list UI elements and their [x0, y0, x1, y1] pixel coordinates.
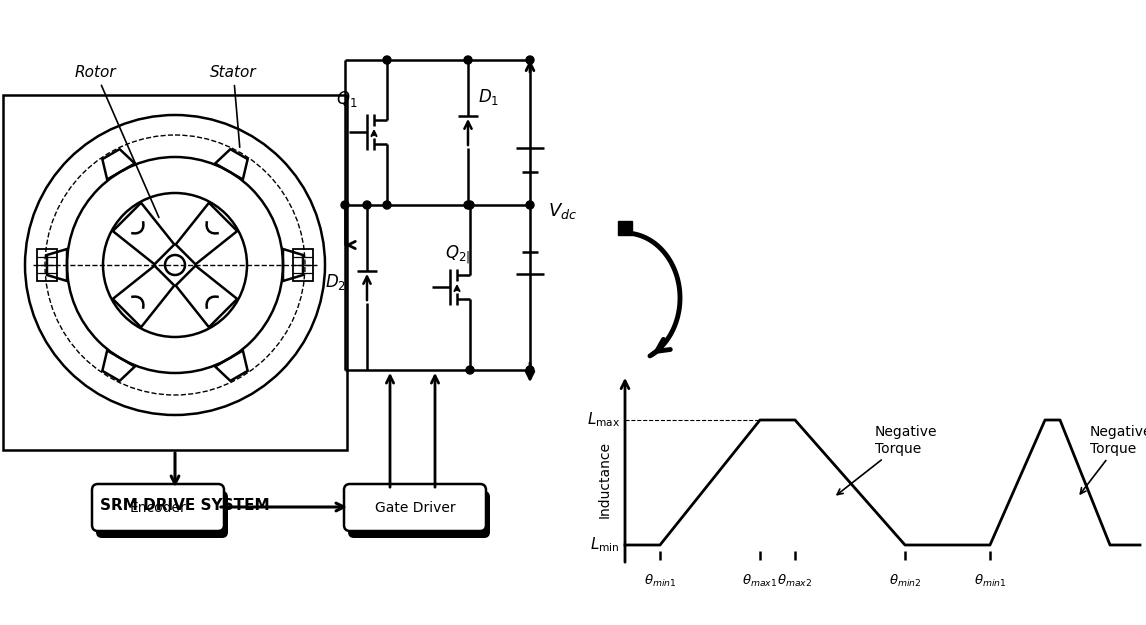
Text: $\theta_{min2}$: $\theta_{min2}$: [889, 573, 921, 589]
Text: $\theta_{max1}$: $\theta_{max1}$: [743, 573, 778, 589]
Text: $\theta_{min1}$: $\theta_{min1}$: [974, 573, 1006, 589]
Circle shape: [466, 201, 474, 209]
Text: $L_{\rm max}$: $L_{\rm max}$: [587, 411, 620, 429]
FancyBboxPatch shape: [348, 491, 490, 538]
Text: Negative
Torque: Negative Torque: [1081, 425, 1146, 494]
Text: Gate Driver: Gate Driver: [375, 501, 455, 514]
Circle shape: [342, 201, 350, 209]
Text: $D_1$: $D_1$: [478, 87, 500, 107]
Text: $D_2$: $D_2$: [325, 272, 346, 292]
Bar: [3, 95, 347, 450]
Text: $Q_1$: $Q_1$: [336, 89, 358, 109]
Circle shape: [363, 201, 371, 209]
Text: Rotor: Rotor: [74, 65, 159, 218]
Text: $\theta_{max2}$: $\theta_{max2}$: [777, 573, 813, 589]
Text: $L_{\rm min}$: $L_{\rm min}$: [590, 536, 620, 554]
Circle shape: [383, 201, 391, 209]
Circle shape: [526, 201, 534, 209]
Text: $Q_{2|}$: $Q_{2|}$: [445, 244, 470, 266]
Bar: [293, 249, 313, 281]
Polygon shape: [795, 420, 905, 545]
Circle shape: [464, 201, 472, 209]
Circle shape: [526, 56, 534, 64]
Circle shape: [464, 56, 472, 64]
Text: SRM DRIVE SYSTEM: SRM DRIVE SYSTEM: [100, 498, 269, 513]
Text: Encoder: Encoder: [129, 501, 187, 514]
Circle shape: [526, 366, 534, 374]
Text: Stator: Stator: [210, 65, 257, 148]
FancyBboxPatch shape: [96, 491, 228, 538]
Text: $\theta_{min1}$: $\theta_{min1}$: [644, 573, 676, 589]
Text: Inductance: Inductance: [598, 441, 612, 519]
Bar: [37, 249, 57, 281]
Text: $V_{dc}$: $V_{dc}$: [548, 201, 578, 221]
FancyBboxPatch shape: [92, 484, 223, 531]
Circle shape: [383, 56, 391, 64]
Text: Negative
Torque: Negative Torque: [837, 425, 937, 494]
Circle shape: [466, 366, 474, 374]
FancyBboxPatch shape: [344, 484, 486, 531]
Polygon shape: [1060, 420, 1110, 545]
Bar: [618, 221, 631, 235]
